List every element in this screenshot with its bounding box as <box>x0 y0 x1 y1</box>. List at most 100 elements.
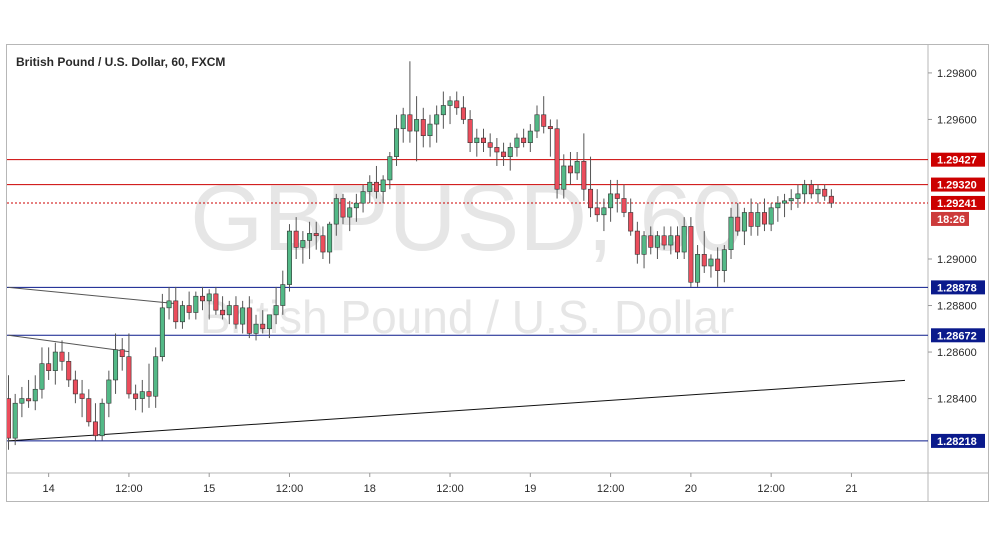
candle-body <box>741 212 747 232</box>
candle-body <box>641 235 647 255</box>
candle <box>668 226 674 255</box>
candle <box>420 107 426 148</box>
candle-body <box>554 128 560 190</box>
candle <box>454 91 460 115</box>
candle <box>648 226 654 255</box>
price-tag-label: 1.29320 <box>937 180 977 192</box>
candle-body <box>246 307 252 334</box>
candle <box>467 110 473 152</box>
candle <box>320 226 326 259</box>
candle-body <box>701 254 707 267</box>
candle <box>594 189 600 222</box>
candle <box>72 370 78 404</box>
candle <box>92 403 98 441</box>
candle-body <box>240 307 246 325</box>
candle <box>434 105 440 143</box>
candle-body <box>480 137 486 143</box>
candle-body <box>260 323 266 330</box>
candle <box>400 107 406 143</box>
candle-body <box>126 356 132 395</box>
candle <box>293 217 299 259</box>
candle <box>541 96 547 134</box>
candle-body <box>668 235 674 246</box>
candle-body <box>815 188 821 195</box>
candle <box>260 310 266 334</box>
candle-body <box>273 305 279 316</box>
candle <box>59 340 65 371</box>
candle <box>741 207 747 246</box>
x-tick-label: 19 <box>524 483 536 495</box>
candle <box>126 333 132 399</box>
candle-body <box>795 193 801 199</box>
candle-body <box>186 305 192 313</box>
candle-body <box>119 349 125 357</box>
candle <box>407 61 413 143</box>
candle <box>153 347 159 408</box>
candle <box>501 142 507 166</box>
candle-body <box>253 323 259 334</box>
candle <box>333 193 339 236</box>
countdown-tag <box>931 211 969 226</box>
candle <box>507 142 513 171</box>
candle <box>286 224 292 292</box>
candle-body <box>213 293 219 311</box>
candle <box>166 286 172 320</box>
candle-body <box>822 188 828 197</box>
candle <box>19 386 25 418</box>
tick-labels: 1.29800 1.29600 1.29000 1.28800 1.28600 1.284… <box>43 68 977 495</box>
candle-body <box>695 254 701 283</box>
candle <box>621 184 627 218</box>
candle-body <box>173 300 179 323</box>
price-tag-label: 1.28878 <box>937 282 977 294</box>
candle <box>460 96 466 125</box>
candle <box>226 300 232 325</box>
candle <box>721 245 727 283</box>
candle <box>808 179 814 199</box>
candle <box>782 193 788 218</box>
candle-body <box>788 198 794 202</box>
candle-body <box>407 114 413 132</box>
candle <box>547 119 553 157</box>
candle <box>601 198 607 232</box>
x-tick-label: 12:00 <box>115 483 143 495</box>
price-tag <box>931 195 985 210</box>
candle-body <box>139 391 145 399</box>
candle <box>674 226 680 259</box>
axes <box>7 45 988 501</box>
candle-body <box>380 179 386 192</box>
y-tick-label: 1.28400 <box>937 394 977 406</box>
candle <box>246 296 252 339</box>
candle-body <box>802 184 808 195</box>
candle-body <box>608 193 614 209</box>
candle-body <box>514 137 520 148</box>
candle-body <box>206 293 212 302</box>
candle <box>761 198 767 232</box>
candle-body <box>721 249 727 271</box>
candle-body <box>748 212 754 227</box>
candle-body <box>414 119 420 132</box>
trendline <box>8 379 905 442</box>
candle-body <box>394 128 400 157</box>
x-tick-label: 20 <box>685 483 697 495</box>
candle-body <box>59 351 65 362</box>
candle-body <box>581 161 587 190</box>
price-tags: 1.29427 1.29320 1.29241 1.28878 1.28672 1.282… <box>931 152 985 448</box>
candle-body <box>654 235 660 248</box>
candle <box>447 96 453 125</box>
candle-body <box>360 191 366 204</box>
candle-body <box>708 258 714 267</box>
candle-body <box>614 193 620 199</box>
candle <box>614 179 620 213</box>
candle <box>106 370 112 418</box>
trendlines <box>8 286 905 442</box>
candle <box>193 291 199 320</box>
x-tick-label: 12:00 <box>597 483 625 495</box>
candle <box>79 379 85 418</box>
y-tick-label: 1.29600 <box>937 114 977 126</box>
candle <box>628 198 634 236</box>
candle <box>220 296 226 320</box>
price-tag-label: 1.28672 <box>937 330 977 342</box>
x-tick-label: 12:00 <box>757 483 785 495</box>
candle <box>715 247 721 287</box>
candle-body <box>541 114 547 127</box>
